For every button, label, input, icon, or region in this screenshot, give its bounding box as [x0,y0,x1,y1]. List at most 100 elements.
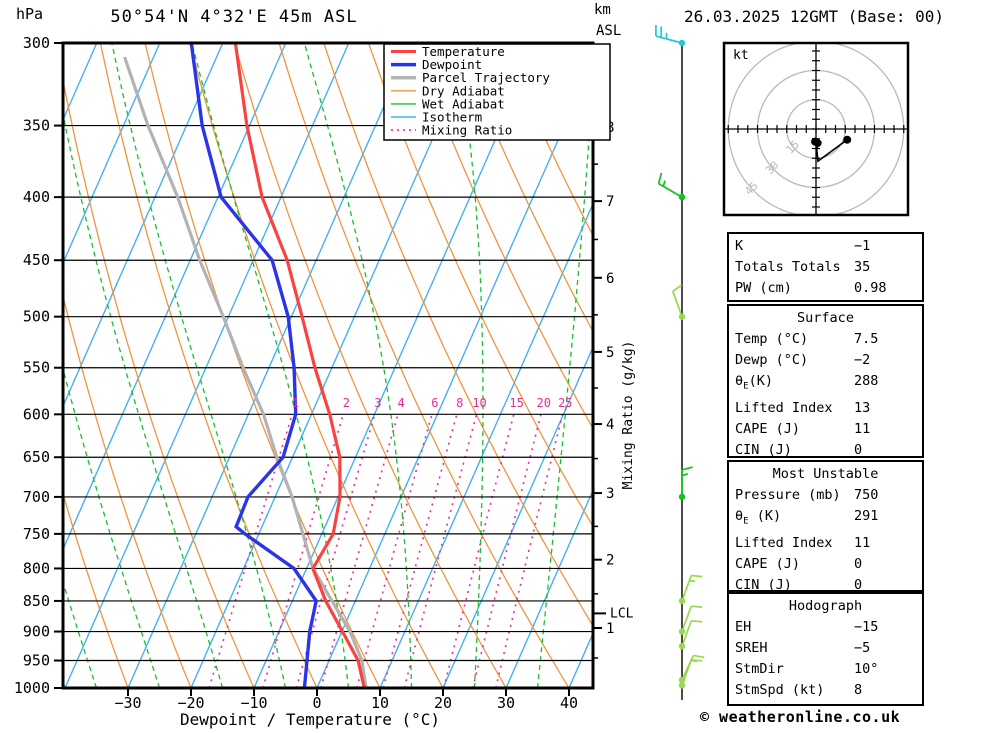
mixing-ratio-value-labels: 1 2 3 4 6 8 10 15 20 25 [292,396,573,410]
legend-label-7: Mixing Ratio [422,123,512,138]
row-label: CAPE (J) [735,555,801,572]
svg-text:8: 8 [456,396,463,410]
row-label: Lifted Index [735,399,833,416]
mixing-ratio-lines [208,414,564,688]
index-panel-stability: K −1 Totals Totals 35 PW (cm) 0.98 [727,232,924,302]
svg-text:30: 30 [497,694,515,712]
panel-header: Most Unstable [772,466,879,482]
svg-text:20: 20 [434,694,452,712]
row-value: 0.98 [854,280,887,296]
row-value: 0 [854,441,863,458]
row-label: K [735,238,744,254]
table-row: θE(K) 288 [729,371,922,398]
hodograph-unit-label: kt [733,48,749,63]
table-row: Temp (°C) 7.5 [729,329,922,350]
table-row: StmSpd (kt) 8 [729,680,922,701]
legend-label-4: Dry Adiabat [422,83,505,98]
row-value: −5 [854,640,871,656]
svg-text:700: 700 [23,488,50,506]
svg-text:25: 25 [558,396,572,410]
svg-text:6: 6 [431,396,438,410]
svg-text:550: 550 [23,359,50,377]
legend-label-2: Dewpoint [422,57,482,72]
parcel-trajectory-curve [123,56,368,688]
svg-text:850: 850 [23,592,50,610]
table-row: EH −15 [729,617,922,638]
svg-text:1000: 1000 [14,679,50,697]
index-panel-surface: Surface Temp (°C) 7.5 Dewp (°C) −2 θE(K) 288 Li… [727,304,924,458]
svg-text:3: 3 [606,486,614,502]
table-row: θE (K) 291 [729,506,922,533]
svg-text:350: 350 [23,117,50,135]
table-row: Dewp (°C) −2 [729,350,922,371]
svg-text:650: 650 [23,448,50,466]
svg-text:4: 4 [397,396,404,410]
svg-text:6: 6 [606,271,614,287]
plot-border [61,41,595,690]
table-row: CIN (J) 0 [729,575,922,596]
table-row: Lifted Index 11 [729,533,922,554]
wind-barb-column [655,25,705,700]
svg-text:40: 40 [560,694,578,712]
row-value: −1 [854,238,871,254]
row-value: −15 [854,619,879,635]
wind-barb-700 [678,466,693,501]
row-value: 7.5 [854,331,879,347]
dewpoint-curve [189,43,319,688]
row-value: 288 [854,373,879,389]
hodograph-border [722,41,910,217]
table-row: SREH −5 [729,638,922,659]
row-value: 0 [854,555,863,572]
wind-barb-400 [657,172,686,201]
svg-text:2: 2 [343,396,350,410]
row-value: 11 [854,534,871,551]
row-value: −2 [854,352,871,368]
pressure-axis-unit: hPa [16,5,44,23]
table-row: CIN (J) 0 [729,440,922,461]
svg-text:600: 600 [23,405,50,423]
pressure-gridlines [63,43,593,688]
row-value: 291 [854,508,879,524]
altitude-axis: 87654321LCL [593,89,634,659]
row-label: PW (cm) [735,280,792,296]
row-label: Temp (°C) [735,331,809,347]
copyright-link[interactable]: © weatheronline.co.uk [700,708,901,726]
row-label: CIN (J) [735,441,792,458]
row-label: Lifted Index [735,534,833,551]
station-title: 50°54'N 4°32'E 45m ASL [110,7,358,27]
table-row: PW (cm) 0.98 [729,278,922,299]
mixing-ratio-axis-label: Mixing Ratio (g/kg) [621,340,636,490]
svg-text:400: 400 [23,188,50,206]
svg-text:3: 3 [374,396,381,410]
row-label: StmSpd (kt) [735,682,825,698]
legend-label-1: Temperature [422,44,505,59]
row-label: Pressure (mb) [735,487,841,503]
altitude-axis-datum: ASL [596,23,622,39]
wind-barb-995 [678,659,703,689]
table-row: K −1 [729,236,922,257]
svg-text:1: 1 [292,396,299,410]
svg-text:900: 900 [23,623,50,641]
svg-text:−20: −20 [177,694,204,712]
svg-text:−30: −30 [114,694,141,712]
temperature-axis-label: Dewpoint / Temperature (°C) [179,710,441,729]
pressure-axis: 300 350 400 450 500 550 600 650 700 750 800 850 900 9… [14,34,63,697]
run-datetime: 26.03.2025 12GMT (Base: 00) [683,7,945,26]
index-panel-most-unstable: Most Unstable Pressure (mb) 750 θE (K) 291 Li… [727,460,924,593]
row-value: 13 [854,399,871,416]
table-row: StmDir 10° [729,659,922,680]
svg-text:0: 0 [312,694,321,712]
row-value: 11 [854,420,871,437]
row-value: 10° [854,661,879,677]
svg-text:2: 2 [606,553,614,569]
row-label: CAPE (J) [735,420,801,437]
row-label: StmDir [735,661,784,677]
svg-text:15: 15 [509,396,523,410]
svg-text:450: 450 [23,251,50,269]
legend-label-3: Parcel Trajectory [422,70,550,85]
svg-text:950: 950 [23,652,50,670]
row-value: 750 [854,487,879,503]
svg-text:10: 10 [472,396,486,410]
